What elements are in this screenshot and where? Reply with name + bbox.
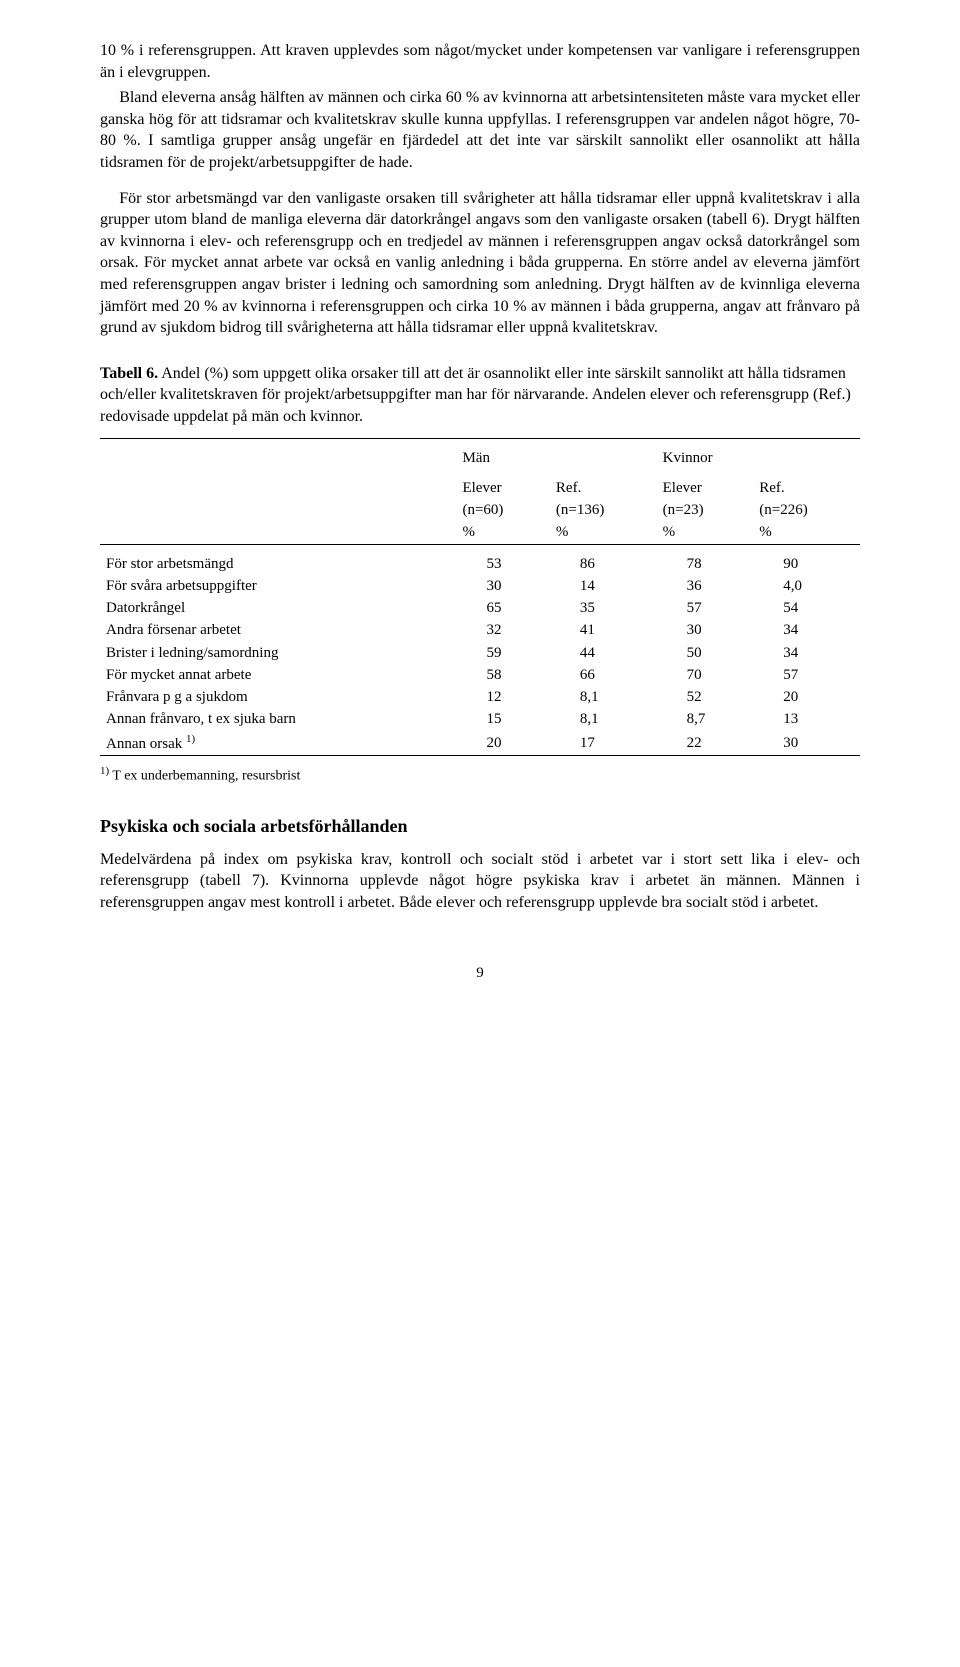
section-heading: Psykiska och sociala arbetsförhållanden [100, 814, 860, 838]
body-paragraph-3: För stor arbetsmängd var den vanligaste … [100, 188, 860, 339]
table-row: För stor arbetsmängd53867890 [100, 553, 860, 575]
table-row: För mycket annat arbete58667057 [100, 664, 860, 686]
table6-last-label: Annan orsak 1) [100, 731, 456, 756]
body-paragraph-2: Bland eleverna ansåg hälften av männen o… [100, 87, 860, 173]
table6-header-l2: (n=60) (n=136) (n=23) (n=226) [100, 499, 860, 521]
table6: Män Kvinnor Elever Ref. Elever Ref. (n=6… [100, 438, 860, 756]
table-row: Brister i ledning/samordning59445034 [100, 642, 860, 664]
body-paragraph-4: Medelvärdena på index om psykiska krav, … [100, 849, 860, 914]
table6-footnote: 1) T ex underbemanning, resursbrist [100, 764, 860, 787]
table-row: Andra försenar arbetet32413034 [100, 619, 860, 641]
table-row: Datorkrångel65355754 [100, 597, 860, 619]
table6-header-l1: Elever Ref. Elever Ref. [100, 477, 860, 499]
table-row: Annan frånvaro, t ex sjuka barn158,18,71… [100, 708, 860, 730]
table6-caption: Tabell 6. Andel (%) som uppgett olika or… [100, 363, 860, 428]
page-number: 9 [100, 963, 860, 983]
table6-header-l3: % % % % [100, 521, 860, 544]
table-row: För svåra arbetsuppgifter3014364,0 [100, 575, 860, 597]
table6-group-women: Kvinnor [657, 447, 860, 469]
body-paragraph-1: 10 % i referensgruppen. Att kraven upple… [100, 40, 860, 83]
table6-caption-label: Tabell 6. [100, 365, 158, 382]
table6-group-row: Män Kvinnor [100, 447, 860, 469]
table6-last-row: Annan orsak 1) 20 17 22 30 [100, 731, 860, 756]
table6-group-men: Män [456, 447, 656, 469]
table-row: Frånvara p g a sjukdom128,15220 [100, 686, 860, 708]
table6-caption-text: Andel (%) som uppgett olika orsaker till… [100, 365, 851, 425]
